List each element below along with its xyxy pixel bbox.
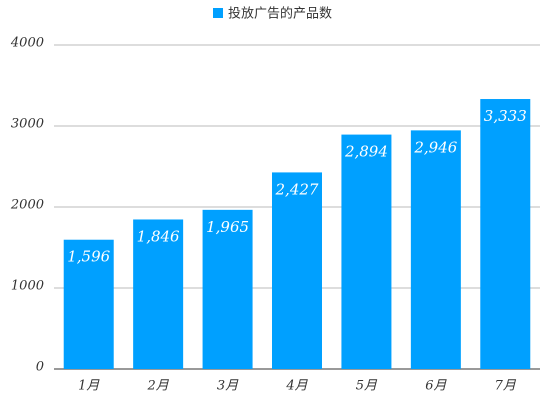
bar — [133, 219, 184, 369]
x-tick-label: 5月 — [356, 379, 378, 394]
value-label: 2,946 — [413, 138, 457, 156]
value-label: 2,427 — [275, 180, 319, 198]
x-tick-label: 2月 — [147, 379, 170, 394]
value-label: 2,894 — [344, 143, 388, 161]
y-tick-label: 0 — [36, 360, 44, 375]
bar — [202, 209, 253, 369]
x-tick-label: 3月 — [217, 379, 239, 394]
value-label: 1,965 — [206, 218, 249, 236]
y-tick-label: 4000 — [10, 36, 44, 51]
bar — [410, 130, 461, 369]
x-tick-label: 6月 — [425, 379, 447, 394]
y-tick-label: 2000 — [10, 198, 44, 213]
value-label: 1,596 — [67, 248, 110, 266]
y-tick-label: 3000 — [11, 117, 44, 132]
value-label: 3,333 — [484, 107, 527, 125]
bar — [341, 134, 392, 369]
bar — [63, 239, 114, 369]
bar — [272, 172, 322, 369]
x-tick-label: 4月 — [285, 379, 308, 394]
x-tick-label: 7月 — [495, 379, 517, 394]
value-label: 1,846 — [137, 227, 180, 245]
y-tick-label: 1000 — [11, 279, 44, 294]
bar — [480, 99, 531, 369]
legend-swatch — [213, 8, 223, 18]
legend-label: 投放广告的产品数 — [228, 6, 332, 22]
x-tick-label: 1月 — [78, 379, 100, 394]
